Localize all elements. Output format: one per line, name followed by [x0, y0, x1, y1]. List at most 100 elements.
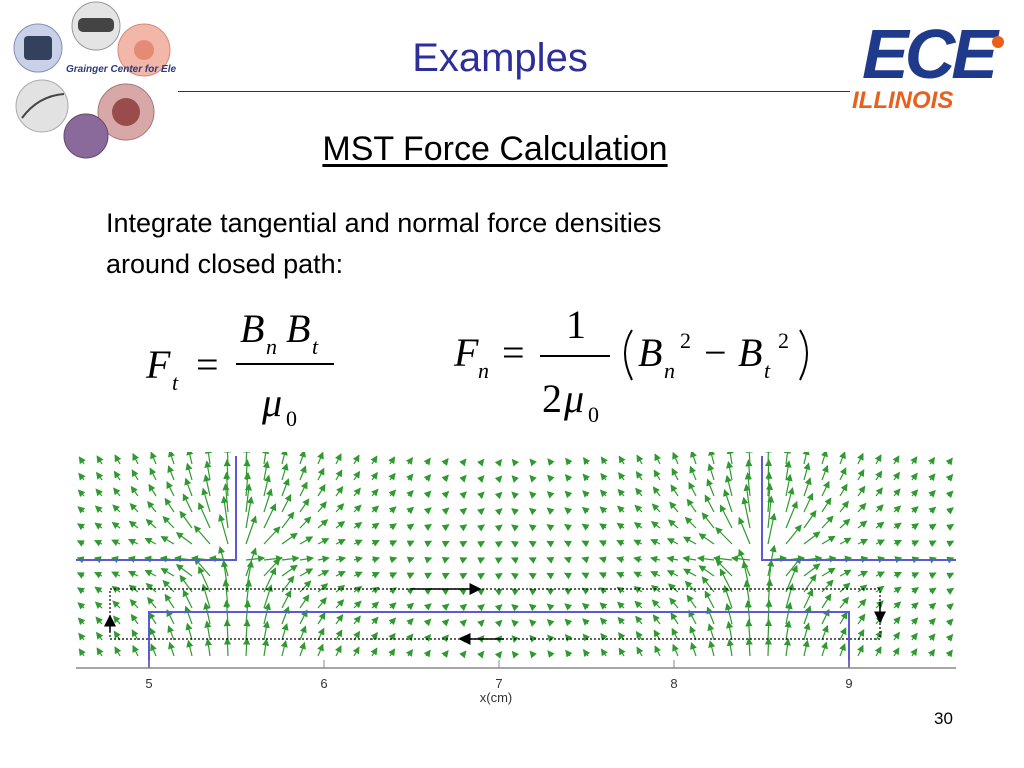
force-vector [839, 596, 849, 609]
force-vector [353, 487, 361, 497]
force-vector [299, 641, 306, 657]
force-vector [281, 511, 295, 529]
force-vector [634, 600, 643, 609]
force-vector [164, 497, 175, 513]
force-vector [565, 649, 573, 658]
force-vector [689, 465, 697, 481]
force-vector [182, 493, 193, 513]
force-vector [690, 642, 697, 657]
eq2-term2: B [738, 330, 762, 375]
force-vector [893, 601, 902, 609]
force-vector [317, 643, 324, 657]
force-vector [335, 584, 346, 593]
force-vector [928, 489, 936, 498]
force-vector [616, 572, 625, 579]
force-vector [821, 480, 830, 497]
force-vector [162, 515, 175, 529]
eq2-num: 1 [566, 302, 586, 347]
force-vector [511, 458, 520, 467]
force-vector [654, 645, 662, 657]
force-vector [582, 649, 591, 657]
force-vector [821, 515, 834, 529]
force-vector [529, 650, 537, 659]
force-vector [821, 567, 836, 577]
force-vector [650, 571, 661, 578]
force-vector [726, 460, 734, 481]
force-vector [476, 458, 485, 467]
force-vector [263, 567, 277, 593]
force-vector [723, 488, 733, 513]
force-vector [528, 557, 537, 564]
force-vector [928, 602, 937, 611]
force-vector [803, 574, 817, 593]
force-vector [599, 617, 608, 626]
force-vector [263, 526, 281, 545]
force-vector [441, 634, 449, 643]
force-vector [707, 623, 715, 641]
force-vector [910, 489, 919, 497]
force-vector [946, 587, 955, 595]
force-vector [857, 644, 864, 657]
force-vector [511, 491, 520, 500]
svg-text:−: − [704, 330, 727, 375]
force-vector [581, 572, 590, 580]
force-vector [299, 580, 312, 593]
force-vector [335, 629, 343, 641]
force-vector [280, 639, 288, 657]
force-vector [132, 452, 139, 465]
force-vector [406, 602, 415, 611]
force-vector [666, 538, 679, 545]
force-vector [529, 491, 537, 499]
force-vector [262, 638, 270, 657]
force-vector [406, 490, 414, 498]
force-vector [598, 556, 607, 564]
force-vector [636, 454, 644, 465]
x-tick-label: 8 [670, 676, 677, 691]
force-vector [424, 572, 433, 580]
force-vector [839, 582, 851, 593]
force-vector [281, 493, 292, 513]
force-vector [785, 486, 795, 513]
force-vector [510, 540, 519, 548]
force-vector [767, 512, 777, 545]
force-vector [353, 585, 363, 594]
force-vector [785, 473, 793, 497]
force-vector [511, 507, 519, 516]
force-vector [528, 603, 537, 612]
force-vector [928, 523, 937, 531]
force-vector [95, 488, 103, 497]
force-vector [204, 452, 213, 465]
force-vector [910, 472, 918, 481]
force-vector [686, 498, 697, 513]
eq2-lhs: F [453, 330, 479, 375]
force-vector [335, 645, 342, 657]
force-vector [803, 588, 814, 609]
force-vector [95, 616, 103, 625]
force-vector [546, 572, 555, 580]
force-vector [223, 618, 231, 641]
force-vector [616, 540, 625, 547]
force-vector [96, 647, 104, 657]
eq1-lhs: F [145, 342, 171, 387]
force-vector [803, 492, 814, 513]
force-vector [547, 458, 555, 466]
iron-boundary [76, 456, 956, 668]
force-vector [696, 555, 715, 563]
force-vector [150, 643, 157, 657]
force-vector [857, 570, 869, 578]
force-vector [767, 495, 775, 529]
force-vector [945, 473, 954, 482]
force-vector [94, 601, 103, 609]
force-vector [111, 521, 121, 530]
force-vector [857, 452, 864, 465]
force-vector [114, 454, 122, 465]
force-vector [635, 630, 643, 641]
force-vector [636, 646, 644, 657]
x-tick-label: 6 [320, 676, 327, 691]
force-vector [686, 594, 697, 609]
force-vector [529, 619, 537, 627]
slide-subtitle: MST Force Calculation [322, 130, 668, 168]
force-vector [893, 488, 901, 497]
force-vector [893, 539, 903, 547]
force-vector [388, 456, 396, 465]
